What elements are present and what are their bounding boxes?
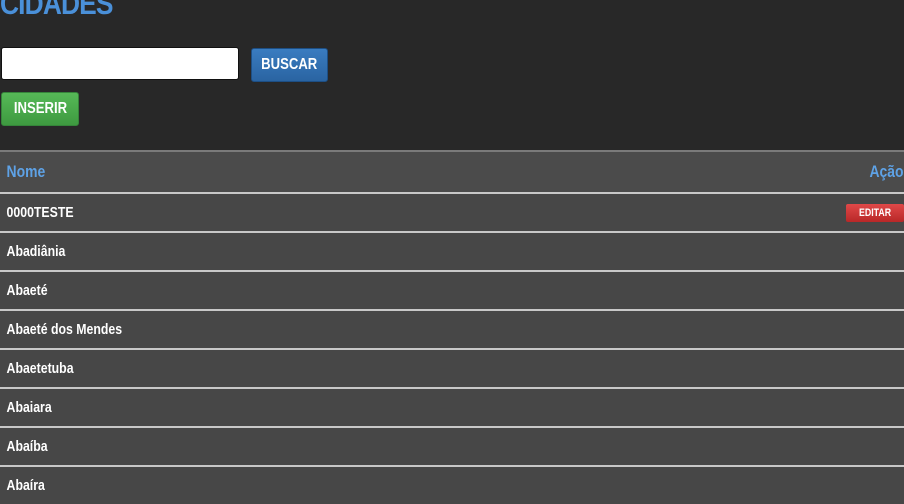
city-name: Abadiânia <box>6 243 66 260</box>
city-name: Abaeté dos Mendes <box>6 321 123 338</box>
city-name: Abaiara <box>6 399 52 416</box>
edit-button[interactable]: EDITAR <box>846 203 904 222</box>
table-row: Abaeté <box>0 270 904 309</box>
edit-button-label: EDITAR <box>858 206 892 219</box>
city-name: Abaetetuba <box>6 360 74 377</box>
table-row: Abaetetuba <box>0 348 904 387</box>
city-name: Abaeté <box>6 282 48 299</box>
insert-button[interactable]: INSERIR <box>1 92 79 126</box>
city-name: Abaíba <box>6 438 48 455</box>
header-acao: Ação <box>869 162 904 181</box>
table-row: 0000TESTE EDITAR <box>0 192 904 231</box>
insert-button-label: INSERIR <box>13 100 67 117</box>
search-button[interactable]: BUSCAR <box>251 48 328 82</box>
table-header: Nome Ação <box>0 150 904 192</box>
search-input[interactable] <box>1 47 239 80</box>
search-button-label: BUSCAR <box>261 56 318 73</box>
city-name: 0000TESTE <box>6 204 74 221</box>
header-nome[interactable]: Nome <box>6 162 46 181</box>
table-row: Abaíba <box>0 426 904 465</box>
table-row: Abaeté dos Mendes <box>0 309 904 348</box>
table-row: Abadiânia <box>0 231 904 270</box>
cities-table: Nome Ação 0000TESTE EDITAR Abadiânia Aba… <box>0 150 904 504</box>
page-title: CIDADES <box>0 0 113 21</box>
table-row: Abaiara <box>0 387 904 426</box>
table-row: Abaíra <box>0 465 904 504</box>
